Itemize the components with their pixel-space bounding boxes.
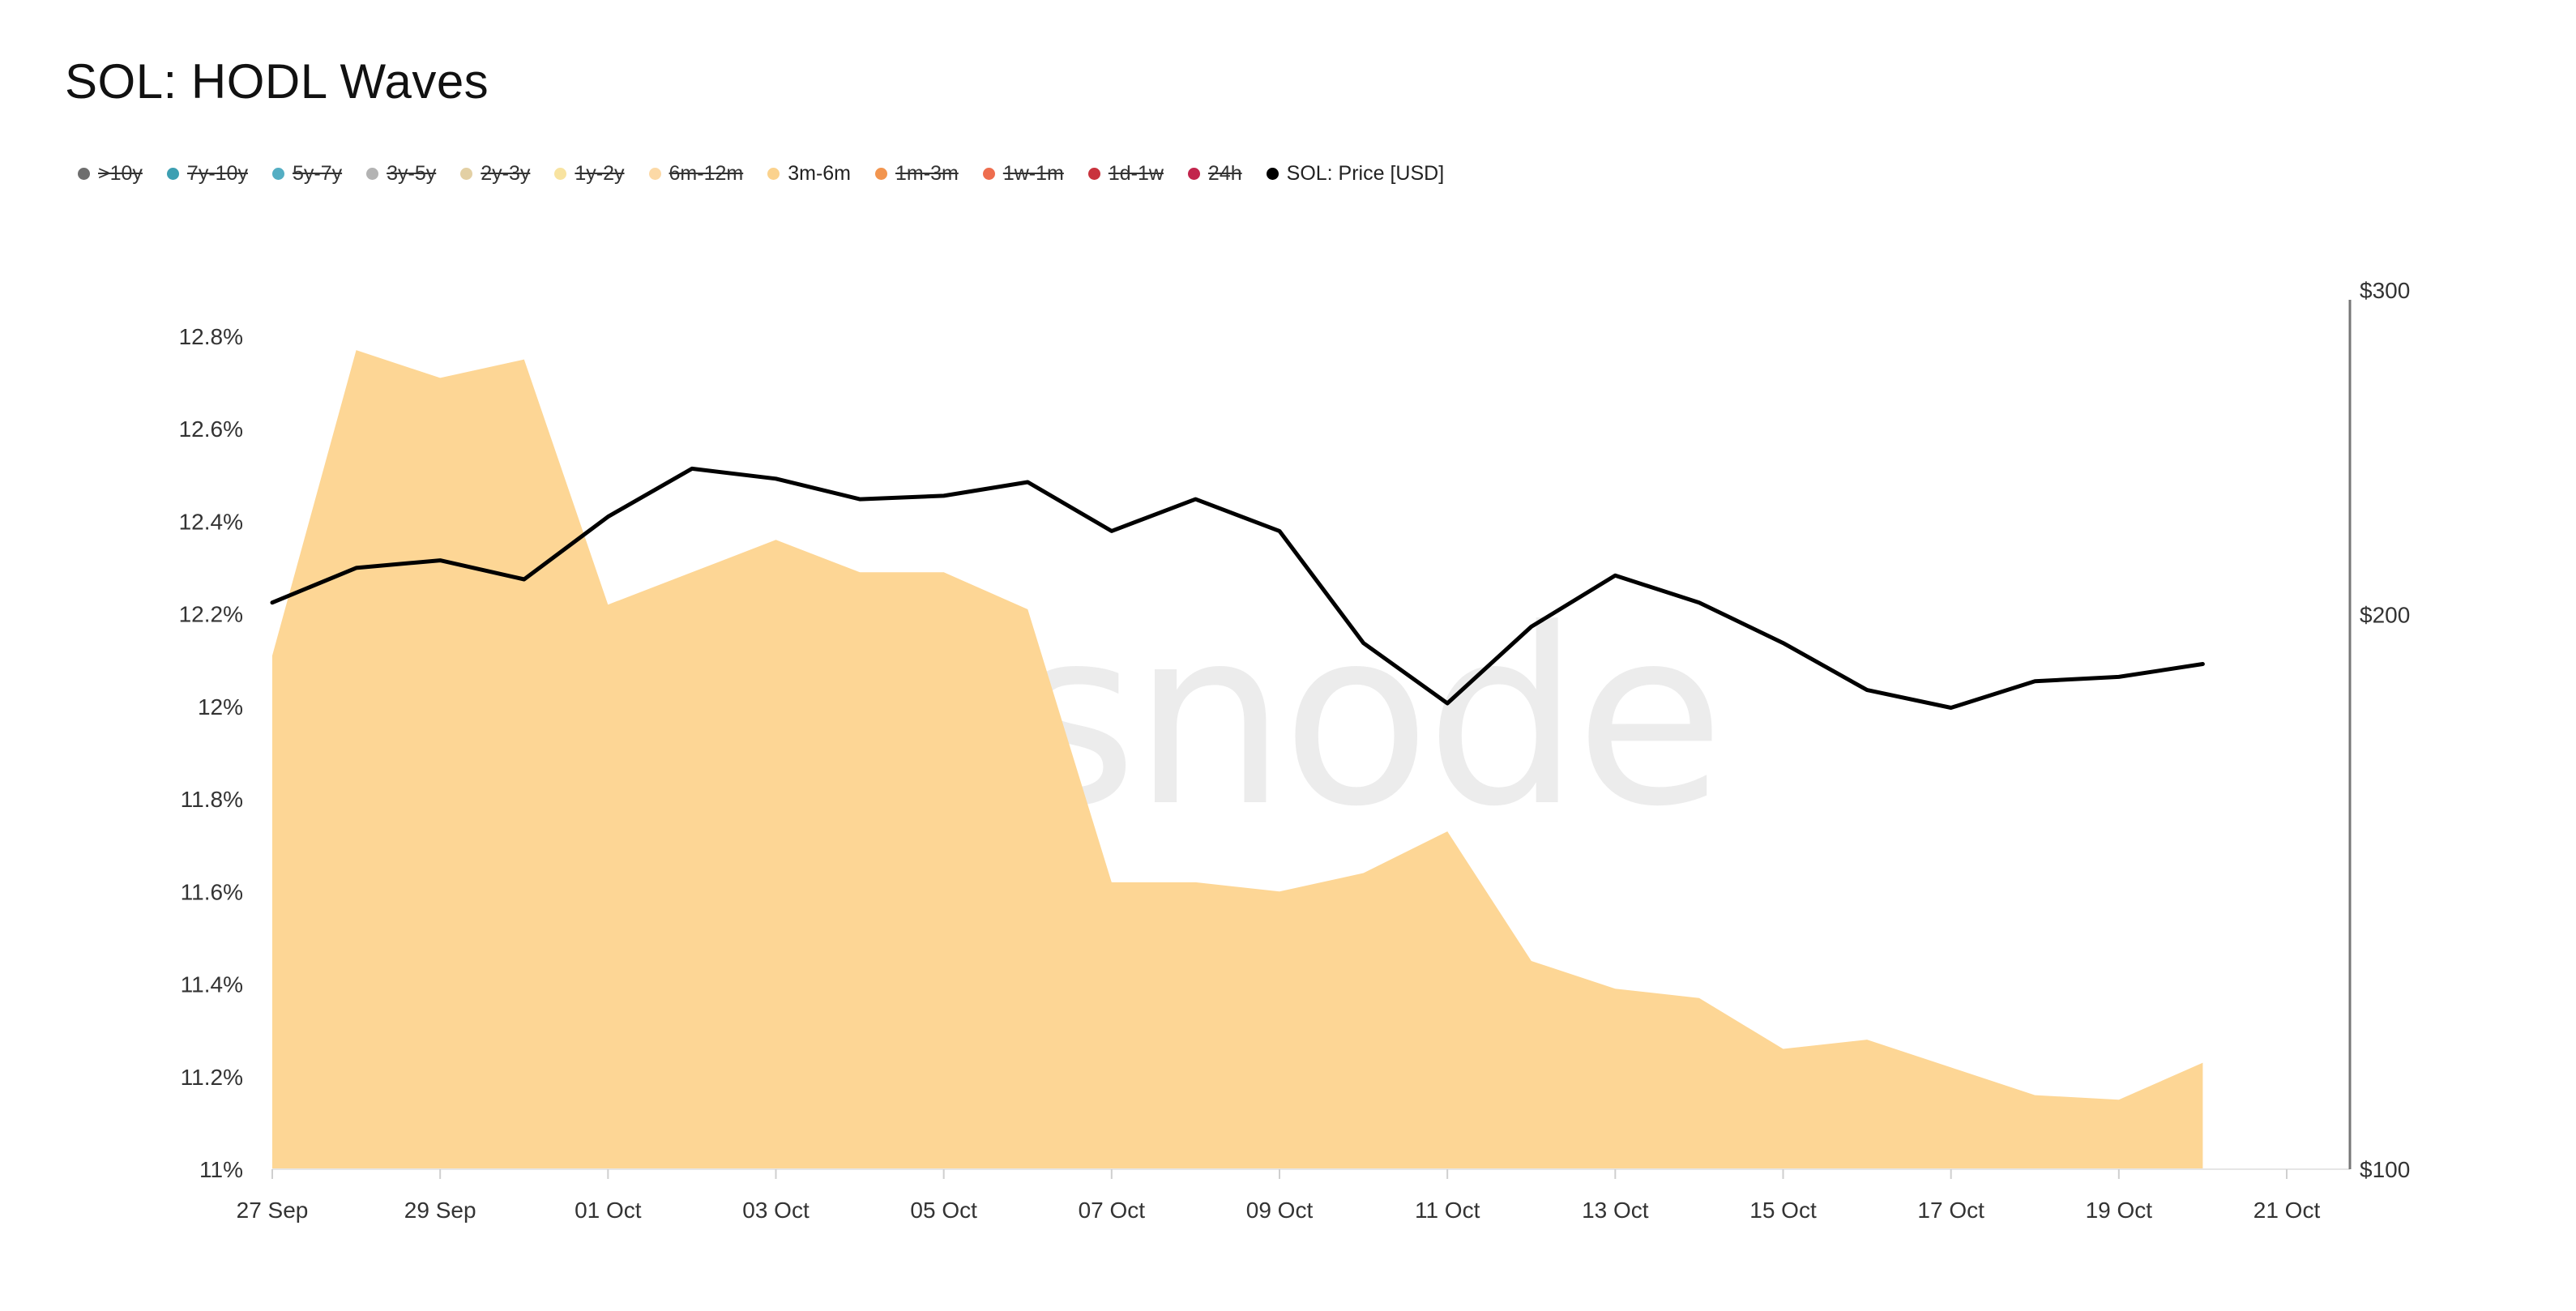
- x-tick-label: 07 Oct: [1079, 1198, 1146, 1223]
- chart-title: SOL: HODL Waves: [65, 54, 489, 109]
- line-series-sol-price-usd: [270, 466, 2205, 710]
- legend-label: 3y-5y: [387, 162, 437, 185]
- legend-label: 5y-7y: [292, 162, 343, 185]
- legend-item-3m-6m[interactable]: 3m-6m: [767, 162, 851, 186]
- legend-dot: [875, 168, 888, 180]
- legend-label: 1w-1m: [1002, 162, 1064, 185]
- legend-dot: [648, 168, 661, 180]
- line-layer: [270, 466, 2205, 710]
- y-tick-label: 11.2%: [181, 1065, 243, 1090]
- legend-dot: [767, 168, 780, 180]
- axes-layer: 12.8% 12.6% 12.4% 12.2% 12% 11.8% 11.6% 11.4% 11…: [179, 278, 2411, 1223]
- legend-item-6m-12m[interactable]: 6m-12m: [648, 162, 744, 186]
- x-tick-label: 13 Oct: [1582, 1198, 1649, 1223]
- legend-label: SOL: Price [USD]: [1286, 162, 1445, 185]
- legend-dot: [166, 168, 179, 180]
- legend-label: 24h: [1207, 162, 1242, 185]
- legend-dot: [982, 168, 995, 180]
- legend-dot: [554, 168, 567, 180]
- legend-item-1y-2y[interactable]: 1y-2y: [554, 162, 625, 186]
- x-tick-label: 27 Sep: [237, 1198, 309, 1223]
- x-tick-label: 17 Oct: [1917, 1198, 1984, 1223]
- legend-dot: [460, 168, 473, 180]
- legend-dot: [78, 168, 90, 180]
- legend-dot: [1266, 168, 1279, 180]
- legend-item-5y-7y[interactable]: 5y-7y: [271, 162, 343, 186]
- y2-tick-label: $200: [2360, 602, 2410, 627]
- y-tick-label: 11.4%: [181, 972, 243, 997]
- y-tick-label: 11%: [199, 1157, 243, 1182]
- legend-label: 7y-10y: [186, 162, 248, 185]
- y-tick-label: 12.2%: [179, 602, 243, 627]
- chart-legend: >10y 7y-10y 5y-7y 3y-5y 2y-3y 1y-2y 6m-12m 3m-6…: [78, 162, 1468, 186]
- legend-item-1w-1m[interactable]: 1w-1m: [982, 162, 1064, 186]
- y-tick-label: 12.6%: [179, 416, 243, 442]
- legend-item-1d-1w[interactable]: 1d-1w: [1087, 162, 1164, 186]
- y2-tick-label: $300: [2360, 278, 2410, 303]
- legend-item-3y-5y[interactable]: 3y-5y: [366, 162, 436, 186]
- legend-label: >10y: [98, 162, 143, 185]
- legend-dot: [366, 168, 379, 180]
- legend-item-1m-3m[interactable]: 1m-3m: [875, 162, 959, 186]
- legend-item-24h[interactable]: 24h: [1187, 162, 1242, 186]
- y-tick-label: 12.8%: [179, 324, 243, 349]
- legend-dot: [1187, 168, 1200, 180]
- y-tick-label: 11.8%: [181, 787, 243, 812]
- x-tick-label: 11 Oct: [1415, 1198, 1480, 1223]
- legend-label: 1d-1w: [1108, 162, 1164, 185]
- x-tick-label: 01 Oct: [575, 1198, 642, 1223]
- legend-label: 1m-3m: [895, 162, 959, 185]
- legend-item-10y[interactable]: >10y: [78, 162, 143, 186]
- x-tick-label: 03 Oct: [742, 1198, 810, 1223]
- legend-dot: [1087, 168, 1100, 180]
- y-tick-label: 12.4%: [179, 509, 243, 534]
- x-tick-label: 19 Oct: [2086, 1198, 2153, 1223]
- legend-label: 3m-6m: [788, 162, 852, 185]
- x-tick-label: 05 Oct: [910, 1198, 977, 1223]
- area-series-3m-6m: [272, 350, 2203, 1170]
- legend-label: 6m-12m: [669, 162, 744, 185]
- x-tick-label: 09 Oct: [1246, 1198, 1314, 1223]
- legend-label: 2y-3y: [481, 162, 531, 185]
- legend-dot: [271, 168, 284, 180]
- legend-label: 1y-2y: [575, 162, 625, 185]
- x-tick-label: 21 Oct: [2253, 1198, 2321, 1223]
- legend-item-7y-10y[interactable]: 7y-10y: [166, 162, 248, 186]
- y-tick-label: 11.6%: [181, 879, 243, 904]
- x-tick-label: 15 Oct: [1749, 1198, 1817, 1223]
- legend-item-2y-3y[interactable]: 2y-3y: [460, 162, 530, 186]
- y2-tick-label: $100: [2360, 1157, 2410, 1182]
- legend-item-sol-price-usd[interactable]: SOL: Price [USD]: [1266, 162, 1445, 186]
- x-tick-label: 29 Sep: [404, 1198, 476, 1223]
- y-tick-label: 12%: [198, 694, 243, 720]
- area-layer: [271, 350, 2203, 1170]
